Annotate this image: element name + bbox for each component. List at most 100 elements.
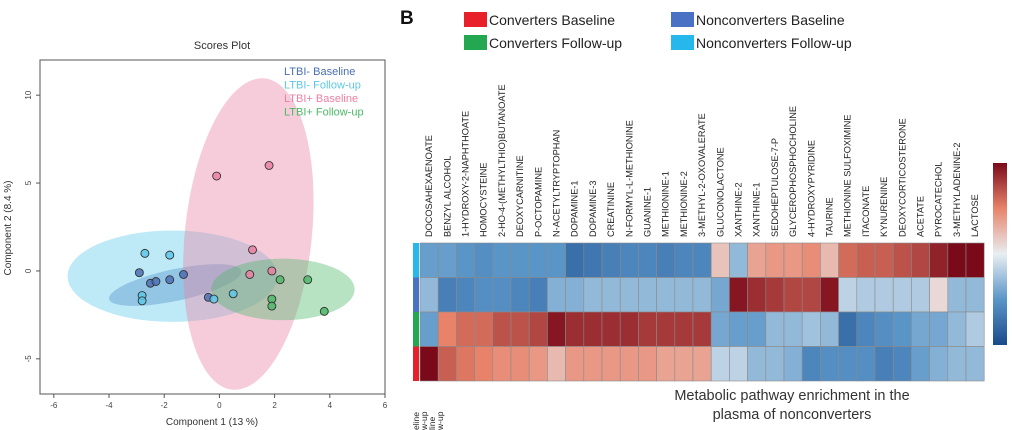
heatmap-cell bbox=[801, 242, 821, 278]
column-label: SEDOHEPTULOSE-7-P bbox=[770, 138, 780, 237]
legend-label-1: Converters Follow-up bbox=[489, 35, 622, 51]
legend-swatch-3 bbox=[671, 35, 694, 50]
y-tick-label: -5 bbox=[24, 355, 33, 363]
point-series-0-4 bbox=[179, 270, 188, 279]
legend-entry-3: LTBI+ Follow-up bbox=[284, 107, 364, 119]
heatmap-cell bbox=[820, 346, 839, 382]
y-tick-label: 0 bbox=[24, 268, 33, 273]
point-series-3-1 bbox=[303, 275, 313, 285]
column-label: BENZYL ALCOHOL bbox=[442, 156, 452, 237]
heatmap-cell bbox=[929, 346, 949, 382]
heatmap-cell bbox=[419, 277, 439, 313]
heatmap-cell bbox=[619, 277, 639, 313]
row-label-fragment: w-up bbox=[419, 411, 429, 430]
heatmap-cell bbox=[547, 311, 566, 347]
x-tick-label: 2 bbox=[272, 401, 277, 410]
heatmap-cell bbox=[710, 346, 730, 382]
column-label: 3-METHYLADENINE-2 bbox=[952, 143, 962, 237]
column-label: HOMOCYSTEINE bbox=[479, 162, 489, 237]
heatmap-cell bbox=[838, 242, 858, 278]
heatmap-cell bbox=[710, 277, 730, 313]
ellipse-series-2 bbox=[183, 78, 314, 390]
point-series-2-0 bbox=[212, 171, 222, 181]
heatmap-cell bbox=[710, 311, 730, 347]
heatmap-cell bbox=[656, 277, 676, 313]
heatmap-cell bbox=[947, 346, 967, 382]
column-label: KYNURENINE bbox=[879, 177, 889, 237]
heatmap-cell bbox=[474, 311, 494, 347]
heatmap-cell bbox=[510, 311, 530, 347]
row-label-fragment: eline bbox=[411, 412, 421, 430]
heatmap-cell bbox=[492, 277, 512, 313]
heatmap-cell bbox=[510, 242, 530, 278]
legend-label-2: Nonconverters Baseline bbox=[696, 12, 845, 28]
heatmap-cell bbox=[929, 311, 949, 347]
heatmap-cell bbox=[765, 242, 785, 278]
column-label: 2-HO-4-(METHYLTHIO)BUTANOATE bbox=[497, 84, 507, 237]
heatmap-cell bbox=[692, 242, 712, 278]
row-group-bar-3 bbox=[413, 346, 419, 381]
column-label: 1-HYDROXY-2-NAPHTHOATE bbox=[461, 111, 471, 237]
column-label: XANTHINE-1 bbox=[752, 182, 762, 237]
heatmap-cell bbox=[911, 346, 930, 382]
x-tick-label: 4 bbox=[328, 401, 333, 410]
column-label: DEOXYCARNITINE bbox=[515, 155, 525, 237]
x-tick-label: -2 bbox=[161, 401, 169, 410]
ellipse-series-1 bbox=[67, 230, 278, 322]
heatmap-cell bbox=[565, 311, 585, 347]
legend-swatch-0 bbox=[464, 12, 487, 27]
plot-frame bbox=[39, 59, 386, 395]
heatmap-cell bbox=[929, 277, 949, 313]
color-scale-gradient bbox=[993, 163, 1007, 345]
caption-line-1: Metabolic pathway enrichment in the bbox=[674, 388, 909, 404]
heatmap-cell bbox=[947, 242, 967, 278]
column-label: DEOXYCORTICOSTERONE bbox=[897, 118, 907, 237]
point-series-0-2 bbox=[151, 277, 161, 286]
heatmap-cell bbox=[583, 311, 603, 347]
heatmap-cell bbox=[710, 242, 730, 278]
heatmap-cell bbox=[729, 311, 748, 347]
heatmap-cell bbox=[510, 277, 530, 313]
point-series-2-4 bbox=[267, 266, 277, 276]
heatmap-cell bbox=[765, 346, 785, 382]
row-group-bar-1 bbox=[413, 277, 419, 312]
legend-swatch-1 bbox=[464, 35, 487, 50]
heatmap-cell bbox=[911, 242, 930, 278]
point-series-2-3 bbox=[245, 270, 255, 279]
heatmap-cell bbox=[838, 311, 858, 347]
heatmap-cell bbox=[619, 346, 639, 382]
heatmap-cell bbox=[565, 277, 585, 313]
heatmap-cell bbox=[947, 277, 967, 313]
heatmap-cell bbox=[583, 277, 603, 313]
column-label: GLYCEROPHOSPHOCHOLINE bbox=[788, 106, 798, 237]
column-label: DOPAMINE-1 bbox=[570, 181, 580, 238]
heatmap-cell bbox=[820, 311, 839, 347]
heatmap-cell bbox=[856, 346, 876, 382]
heatmap-cell bbox=[547, 242, 566, 278]
heatmap-cell bbox=[601, 311, 621, 347]
column-label: DOPAMINE-3 bbox=[588, 181, 598, 238]
heatmap-cell bbox=[820, 277, 839, 313]
heatmap-cell bbox=[965, 311, 985, 347]
heatmap-cells bbox=[419, 242, 985, 382]
heatmap-cell bbox=[492, 311, 512, 347]
heatmap-cell bbox=[638, 346, 657, 382]
column-label: TAURINE bbox=[825, 197, 835, 237]
heatmap-cell bbox=[729, 346, 748, 382]
heatmap-cell bbox=[892, 346, 912, 382]
legend-entry-2: LTBI+ Baseline bbox=[284, 93, 358, 105]
color-scale-bar bbox=[993, 163, 1007, 345]
heatmap-cell bbox=[437, 277, 457, 313]
heatmap-cell bbox=[638, 311, 657, 347]
heatmap-cell bbox=[492, 346, 512, 382]
heatmap-cell bbox=[801, 277, 821, 313]
row-group-bar-2 bbox=[413, 312, 419, 347]
column-label: N-ACETYLTRYPTOPHAN bbox=[552, 130, 562, 237]
point-series-2-1 bbox=[264, 161, 274, 170]
heatmap-cell bbox=[783, 311, 803, 347]
legend-label-3: Nonconverters Follow-up bbox=[696, 35, 852, 51]
heatmap-cell bbox=[456, 346, 475, 382]
heatmap-cell bbox=[528, 277, 548, 313]
